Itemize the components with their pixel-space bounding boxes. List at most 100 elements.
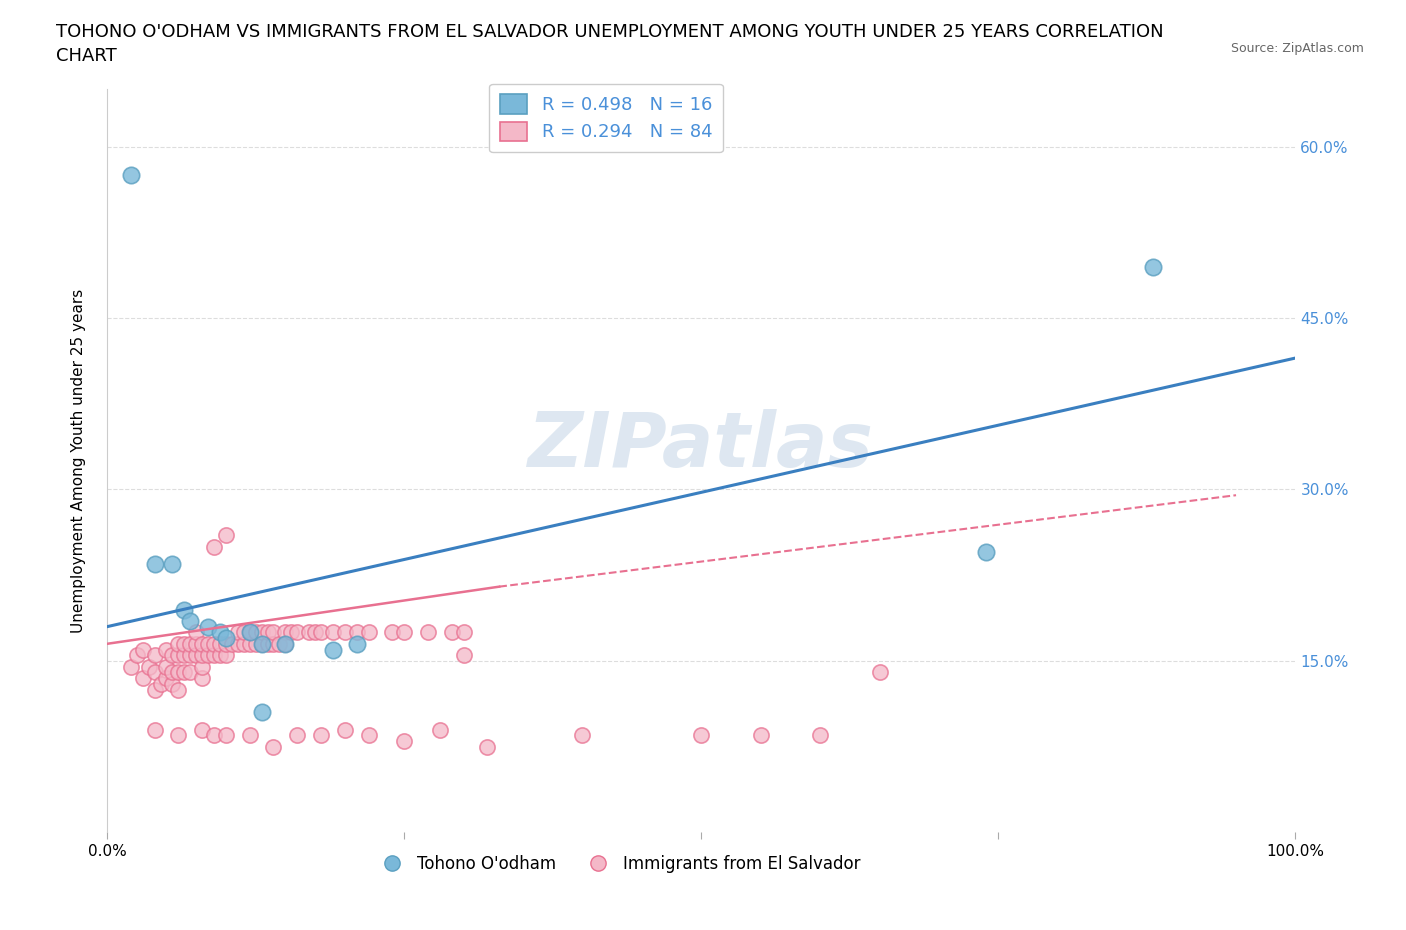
Point [269, 636, 291, 651]
Point [173, 636, 195, 651]
Point [143, 722, 166, 737]
Point [202, 728, 225, 743]
Point [143, 648, 166, 663]
Point [191, 671, 214, 685]
Point [215, 648, 238, 663]
Point [250, 636, 273, 651]
Text: TOHONO O'ODHAM VS IMMIGRANTS FROM EL SALVADOR UNEMPLOYMENT AMONG YOUTH UNDER 25 : TOHONO O'ODHAM VS IMMIGRANTS FROM EL SAL… [56, 23, 1164, 65]
Point [167, 636, 190, 651]
Point [274, 636, 297, 651]
Point [179, 636, 201, 651]
Point [262, 739, 284, 754]
Point [191, 659, 214, 674]
Point [173, 648, 195, 663]
Point [232, 625, 254, 640]
Point [173, 665, 195, 680]
Point [245, 625, 267, 640]
Point [1142, 259, 1164, 274]
Point [357, 625, 380, 640]
Point [179, 648, 201, 663]
Point [162, 648, 184, 663]
Point [202, 648, 225, 663]
Point [416, 625, 439, 640]
Point [309, 728, 332, 743]
Point [191, 636, 214, 651]
Point [381, 625, 404, 640]
Point [186, 636, 208, 651]
Legend: Tohono O'odham, Immigrants from El Salvador: Tohono O'odham, Immigrants from El Salva… [368, 848, 868, 880]
Point [173, 602, 195, 617]
Point [392, 625, 415, 640]
Point [239, 625, 262, 640]
Point [333, 625, 356, 640]
Point [186, 648, 208, 663]
Point [179, 665, 201, 680]
Y-axis label: Unemployment Among Youth under 25 years: Unemployment Among Youth under 25 years [72, 289, 86, 633]
Point [250, 705, 273, 720]
Point [256, 636, 278, 651]
Point [322, 625, 344, 640]
Point [357, 728, 380, 743]
Point [245, 636, 267, 651]
Point [208, 636, 231, 651]
Point [869, 665, 891, 680]
Point [239, 728, 262, 743]
Point [155, 642, 177, 657]
Point [250, 625, 273, 640]
Point [162, 556, 184, 571]
Point [285, 728, 308, 743]
Point [191, 722, 214, 737]
Point [208, 648, 231, 663]
Point [162, 676, 184, 691]
Point [749, 728, 772, 743]
Point [262, 625, 284, 640]
Point [226, 636, 249, 651]
Point [453, 625, 475, 640]
Point [120, 167, 142, 182]
Point [132, 671, 155, 685]
Point [256, 625, 278, 640]
Point [167, 665, 190, 680]
Point [221, 636, 243, 651]
Point [138, 659, 160, 674]
Point [197, 648, 219, 663]
Point [392, 734, 415, 749]
Point [690, 728, 713, 743]
Point [155, 671, 177, 685]
Point [429, 722, 451, 737]
Point [202, 636, 225, 651]
Point [453, 648, 475, 663]
Point [976, 545, 998, 560]
Point [333, 722, 356, 737]
Point [239, 625, 262, 640]
Point [167, 648, 190, 663]
Point [186, 625, 208, 640]
Point [232, 636, 254, 651]
Point [132, 642, 155, 657]
Point [162, 665, 184, 680]
Text: ZIPatlas: ZIPatlas [529, 409, 875, 483]
Point [125, 648, 148, 663]
Point [571, 728, 593, 743]
Point [322, 642, 344, 657]
Point [477, 739, 499, 754]
Point [440, 625, 463, 640]
Point [208, 625, 231, 640]
Point [197, 636, 219, 651]
Point [179, 614, 201, 629]
Point [274, 625, 297, 640]
Point [215, 728, 238, 743]
Point [226, 625, 249, 640]
Point [155, 659, 177, 674]
Point [239, 636, 262, 651]
Text: Source: ZipAtlas.com: Source: ZipAtlas.com [1230, 42, 1364, 55]
Point [346, 636, 368, 651]
Point [309, 625, 332, 640]
Point [149, 676, 172, 691]
Point [250, 636, 273, 651]
Point [285, 625, 308, 640]
Point [143, 682, 166, 697]
Point [202, 539, 225, 554]
Point [167, 728, 190, 743]
Point [280, 625, 302, 640]
